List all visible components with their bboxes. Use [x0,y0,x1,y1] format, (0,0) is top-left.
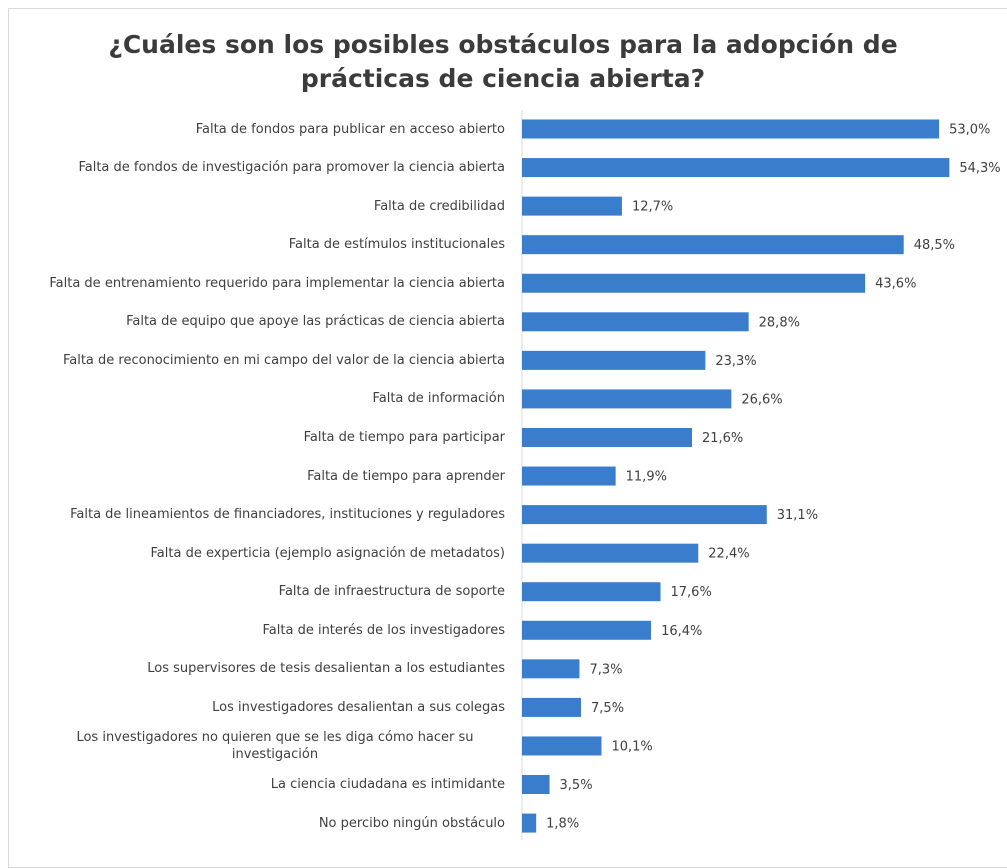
category-label-box: Falta de infraestructura de soporte [30,573,505,611]
category-label: Los investigadores no quieren que se les… [76,729,474,762]
bar [522,813,537,833]
category-label-box: Los investigadores no quieren que se les… [30,727,505,765]
value-label: 26,6% [741,392,782,407]
category-label-box: Falta de entrenamiento requerido para im… [30,264,505,302]
category-label: Falta de tiempo para aprender [307,468,505,484]
value-label: 17,6% [671,585,712,600]
category-label-box: La ciencia ciudadana es intimidante [30,766,505,804]
value-label: 1,8% [546,817,579,832]
value-label: 11,9% [626,470,667,485]
category-label-box: No percibo ningún obstáculo [30,804,505,842]
category-label: Falta de equipo que apoye las prácticas … [126,314,505,330]
category-label: Falta de fondos para publicar en acceso … [195,121,505,137]
value-label: 12,7% [632,200,673,215]
category-label: Falta de reconocimiento en mi campo del … [62,352,505,368]
category-label-box: Falta de fondos para publicar en acceso … [30,110,505,148]
category-label: La ciencia ciudadana es intimidante [270,777,505,793]
bar [522,775,550,795]
bar [522,736,602,756]
category-label-box: Falta de interés de los investigadores [30,611,505,649]
bar [522,273,866,293]
bar [522,582,661,602]
bar [522,119,940,139]
category-label-box: Falta de experticia (ejemplo asignación … [30,534,505,572]
category-label: Falta de tiempo para participar [303,429,505,445]
category-label-box: Falta de fondos de investigación para pr… [30,149,505,187]
value-label: 43,6% [875,277,916,292]
category-label-box: Los investigadores desalientan a sus col… [30,688,505,726]
bar [522,466,616,486]
value-label: 3,5% [560,778,593,793]
category-label-box: Falta de reconocimiento en mi campo del … [30,341,505,379]
category-label: Falta de experticia (ejemplo asignación … [150,545,505,561]
category-label-box: Falta de tiempo para aprender [30,457,505,495]
category-label: No percibo ningún obstáculo [318,815,505,831]
bar [522,659,580,679]
category-label: Falta de infraestructura de soporte [278,584,505,600]
category-label-box: Falta de equipo que apoye las prácticas … [30,303,505,341]
category-label: Los investigadores desalientan a sus col… [212,699,505,715]
bar [522,427,692,447]
value-label: 21,6% [702,431,743,446]
bar [522,697,582,717]
bar [522,196,622,216]
category-label-box: Falta de estímulos institucionales [30,226,505,264]
value-label: 16,4% [661,624,702,639]
category-label: Falta de entrenamiento requerido para im… [49,275,505,291]
category-label: Falta de estímulos institucionales [288,237,505,253]
bar [522,389,732,409]
value-label: 54,3% [959,161,1000,176]
value-label: 28,8% [759,315,800,330]
value-label: 10,1% [611,739,652,754]
category-label-box: Falta de tiempo para participar [30,418,505,456]
value-label: 48,5% [914,238,955,253]
category-label-box: Falta de lineamientos de financiadores, … [30,496,505,534]
value-label: 31,1% [777,508,818,523]
value-label: 7,3% [589,662,622,677]
category-label: Falta de información [372,391,505,407]
bar [522,620,652,640]
category-label-box: Falta de credibilidad [30,187,505,225]
category-label: Falta de interés de los investigadores [262,622,505,638]
bar [522,350,706,370]
category-label: Falta de fondos de investigación para pr… [78,160,505,176]
value-label: 53,0% [949,123,990,138]
category-label-box: Los supervisores de tesis desalientan a … [30,650,505,688]
category-label-box: Falta de información [30,380,505,418]
bar [522,235,904,255]
category-label: Los supervisores de tesis desalientan a … [147,661,505,677]
bar [522,543,699,563]
value-label: 7,5% [591,701,624,716]
category-label: Falta de credibilidad [373,198,505,214]
value-label: 22,4% [708,547,749,562]
bar [522,505,767,525]
value-label: 23,3% [715,354,756,369]
bar [522,158,950,178]
bar [522,312,749,332]
category-label: Falta de lineamientos de financiadores, … [70,507,505,523]
chart-title: ¿Cuáles son los posibles obstáculos para… [108,30,898,93]
